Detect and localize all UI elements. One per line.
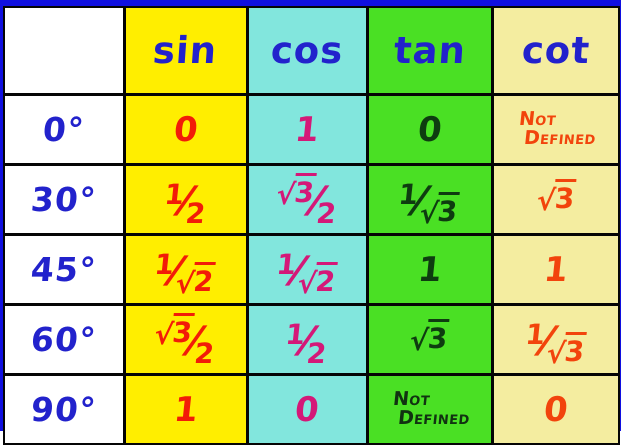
radicand: 3 — [426, 319, 451, 355]
value-cell-cot: 1 — [490, 233, 620, 306]
angle-cell: 0° — [3, 93, 126, 166]
angle-label: 0° — [41, 110, 87, 149]
tan-value-fraction: 1⁄√3 — [395, 177, 464, 230]
radicand: 3 — [552, 179, 577, 215]
trig-values-table: sin cos tan cot 0° 0 — [3, 6, 620, 445]
fraction-numerator-radical: √3 — [275, 172, 317, 211]
value-cell-cot: Not Defined — [490, 93, 620, 166]
value-cell-tan: 0 — [365, 93, 494, 166]
cot-value: 1 — [541, 249, 570, 290]
value-cell-sin: 0 — [122, 93, 249, 166]
value-cell-cos: 1⁄2 — [245, 303, 369, 376]
header-cell-cos: cos — [245, 6, 369, 96]
cos-value-fraction: 1⁄√2 — [272, 247, 341, 300]
table-row: 60° √3⁄2 1⁄2 √3 1⁄√3 — [3, 303, 620, 376]
sin-value-fraction: 1⁄√2 — [151, 247, 220, 300]
cos-value-fraction: 1⁄2 — [282, 317, 332, 370]
not-defined-line-2: Defined — [523, 127, 598, 150]
table-row: 45° 1⁄√2 1⁄√2 1 1 — [3, 233, 620, 306]
fraction-numerator-radical: √3 — [153, 312, 196, 351]
cot-value: 0 — [541, 389, 570, 430]
fraction-denominator-radical: √3 — [545, 331, 587, 370]
cos-value: 1 — [293, 109, 321, 150]
value-cell-tan: Not Defined — [365, 373, 494, 445]
sin-value: 1 — [171, 389, 200, 430]
value-cell-tan: √3 — [365, 303, 494, 376]
value-cell-tan: 1 — [365, 233, 494, 306]
value-cell-sin: 1⁄2 — [122, 163, 249, 236]
angle-label: 60° — [29, 320, 99, 359]
table-row: 90° 1 0 Not Defined 0 — [3, 373, 620, 445]
table-row: 0° 0 1 0 Not Defined — [3, 93, 620, 166]
radicand: 3 — [435, 191, 461, 228]
sin-value-fraction: √3⁄2 — [151, 312, 220, 370]
cot-value-not-defined: Not Defined — [512, 108, 599, 150]
sin-value: 0 — [171, 109, 200, 150]
fraction-denominator-radical: √3 — [418, 191, 461, 230]
cos-value-fraction: √3⁄2 — [272, 172, 341, 230]
tan-value-radical: √3 — [409, 319, 451, 358]
angle-cell: 30° — [3, 163, 126, 236]
angle-cell: 60° — [3, 303, 126, 376]
angle-cell: 90° — [3, 373, 126, 445]
fraction-denominator-radical: √2 — [174, 261, 217, 300]
header-label-sin: sin — [151, 29, 220, 72]
header-label-cos: cos — [269, 29, 345, 72]
value-cell-sin: 1⁄√2 — [122, 233, 249, 306]
header-label-cot: cot — [520, 29, 592, 72]
cos-value: 0 — [293, 389, 321, 430]
value-cell-cos: 1 — [245, 93, 369, 166]
fraction-denominator: 2 — [183, 196, 207, 230]
header-cell-cot: cot — [490, 6, 620, 96]
header-cell-sin: sin — [122, 6, 249, 96]
value-cell-cos: √3⁄2 — [245, 163, 369, 236]
header-label-tan: tan — [391, 29, 468, 72]
angle-cell: 45° — [3, 233, 126, 306]
cot-value-fraction: 1⁄√3 — [521, 317, 590, 370]
table-header-row: sin cos tan cot — [3, 6, 620, 96]
fraction-denominator: 2 — [305, 336, 329, 370]
tan-value: 0 — [415, 109, 444, 150]
fraction-denominator-radical: √2 — [296, 261, 339, 300]
header-cell-corner — [3, 6, 126, 96]
tan-value-not-defined: Not Defined — [386, 388, 473, 430]
value-cell-cot: 0 — [490, 373, 620, 445]
fraction-denominator: 2 — [193, 336, 216, 370]
header-cell-tan: tan — [365, 6, 494, 96]
value-cell-sin: 1 — [122, 373, 249, 445]
sin-value-fraction: 1⁄2 — [160, 177, 210, 230]
not-defined-line-2: Defined — [397, 407, 472, 430]
radicand: 2 — [312, 261, 339, 298]
value-cell-cos: 1⁄√2 — [245, 233, 369, 306]
cot-value-radical: √3 — [535, 179, 577, 218]
angle-label: 30° — [29, 180, 99, 219]
value-cell-tan: 1⁄√3 — [365, 163, 494, 236]
radicand: 2 — [191, 261, 217, 298]
fraction-denominator: 2 — [314, 196, 338, 230]
tan-value: 1 — [415, 249, 444, 290]
table-row: 30° 1⁄2 √3⁄2 1⁄√3 — [3, 163, 620, 236]
angle-label: 90° — [29, 390, 99, 429]
value-cell-cot: √3 — [490, 163, 620, 236]
angle-label: 45° — [29, 250, 99, 289]
value-cell-sin: √3⁄2 — [122, 303, 249, 376]
value-cell-cot: 1⁄√3 — [490, 303, 620, 376]
value-cell-cos: 0 — [245, 373, 369, 445]
radicand: 3 — [561, 331, 587, 368]
